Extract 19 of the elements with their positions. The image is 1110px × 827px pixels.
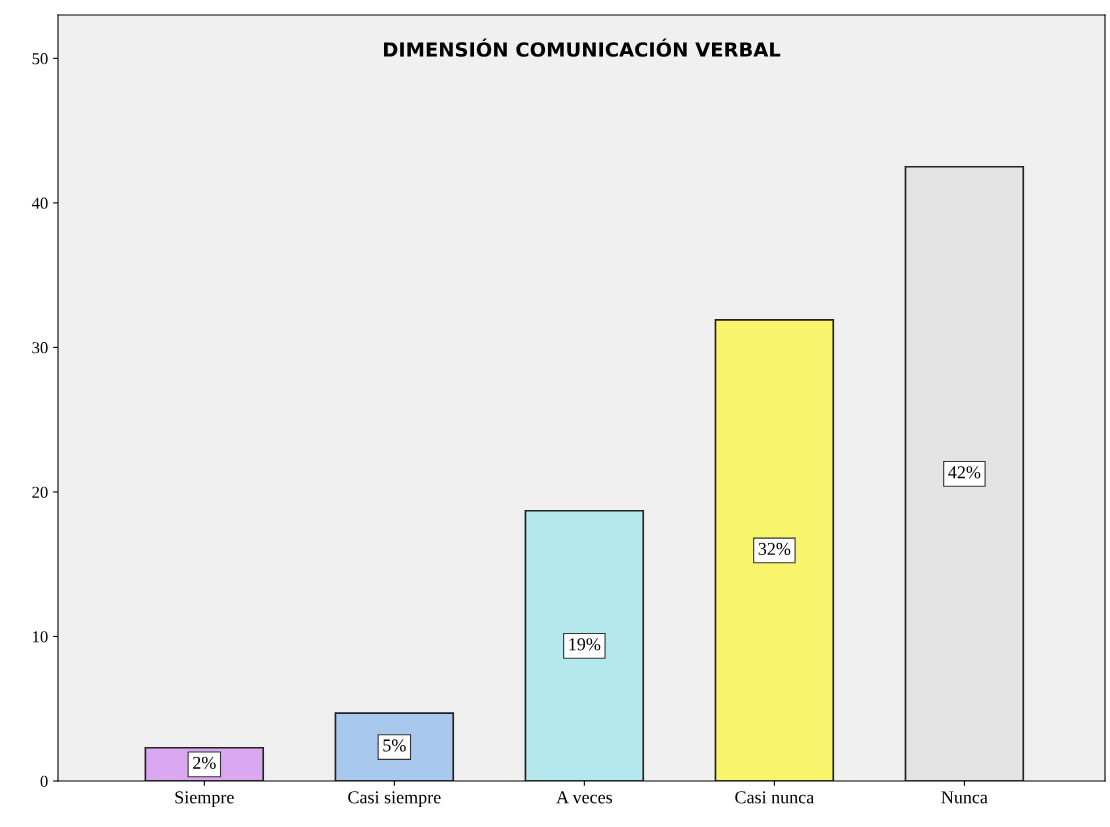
x-tick-label: Siempre bbox=[175, 791, 234, 808]
data-label: 42% bbox=[948, 466, 981, 479]
x-tick-label: A veces bbox=[556, 791, 613, 804]
data-label: 5% bbox=[383, 739, 406, 752]
text: DIMENSIÓN COMUNICACIÓN VERBAL bbox=[384, 38, 781, 57]
data-label: 32% bbox=[758, 542, 791, 556]
y-tick-label: 30 bbox=[32, 342, 48, 354]
data-label: 19% bbox=[569, 638, 601, 651]
y-tick-label: 0 bbox=[40, 775, 48, 787]
y-tick-label: 20 bbox=[32, 486, 48, 498]
bar bbox=[524, 509, 645, 781]
y-tick-label: 10 bbox=[33, 631, 48, 643]
x-tick-label: Casi siempre bbox=[348, 791, 441, 808]
y-tick-label: 50 bbox=[32, 53, 48, 65]
x-tick-label: Nunca bbox=[941, 791, 988, 804]
x-tick-label: Casi nunca bbox=[735, 791, 814, 804]
data-label: 2% bbox=[193, 756, 216, 769]
bar bbox=[714, 319, 835, 781]
y-tick-label: 40 bbox=[31, 197, 48, 209]
